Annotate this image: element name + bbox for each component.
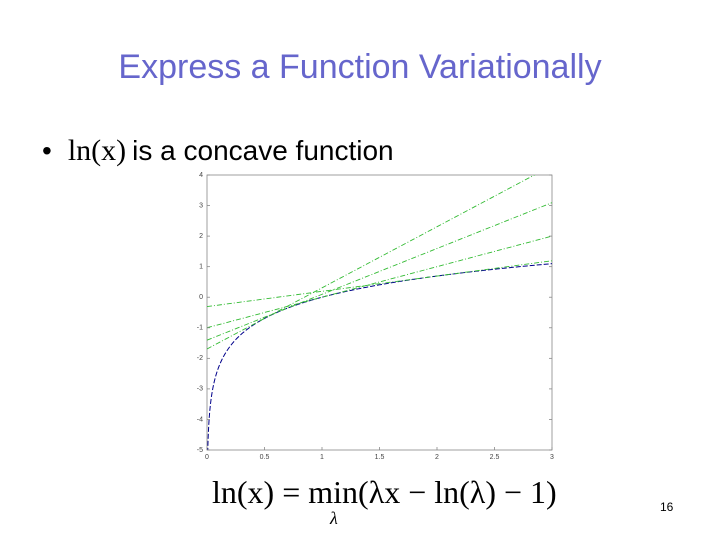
y-tick-label: 3 bbox=[199, 202, 203, 209]
x-tick-label: 0 bbox=[205, 454, 209, 461]
equation: ln(x) = min(λx − ln(λ) − 1) λ bbox=[212, 474, 557, 528]
y-tick-label: -4 bbox=[197, 416, 203, 423]
y-tick-label: 2 bbox=[199, 233, 203, 240]
y-tick-label: 4 bbox=[199, 172, 203, 179]
tangent-line bbox=[207, 260, 552, 308]
x-tick-label: 1.5 bbox=[375, 454, 385, 461]
eq-sub: λ bbox=[330, 508, 338, 528]
tangent-line bbox=[207, 235, 552, 329]
bullet-symbol: • bbox=[42, 135, 52, 166]
page-number: 16 bbox=[660, 500, 674, 514]
slide-title: Express a Function Variationally bbox=[118, 48, 602, 86]
x-tick-label: 0.5 bbox=[260, 454, 270, 461]
bullet: • ln(x) is a concave function bbox=[42, 134, 394, 168]
x-tick-label: 3 bbox=[550, 454, 554, 461]
plot-frame bbox=[206, 174, 553, 451]
x-tick-label: 2 bbox=[435, 454, 439, 461]
plot-area bbox=[207, 175, 552, 450]
y-tick-label: -2 bbox=[197, 355, 203, 362]
x-tick-label: 1 bbox=[320, 454, 324, 461]
y-tick-label: -5 bbox=[197, 447, 203, 454]
y-tick-label: 0 bbox=[199, 294, 203, 301]
y-tick-label: -1 bbox=[197, 325, 203, 332]
tangent-line bbox=[207, 202, 552, 341]
eq-body: (λx − ln(λ) − 1) bbox=[358, 474, 557, 510]
bullet-math: ln(x) bbox=[67, 134, 127, 167]
x-tick-label: 2.5 bbox=[490, 454, 500, 461]
y-tick-label: -3 bbox=[197, 386, 203, 393]
eq-lhs: ln(x) = bbox=[212, 474, 309, 510]
eq-op: min bbox=[308, 474, 359, 510]
y-tick-label: 1 bbox=[199, 264, 203, 271]
bullet-text: is a concave function bbox=[132, 135, 394, 166]
